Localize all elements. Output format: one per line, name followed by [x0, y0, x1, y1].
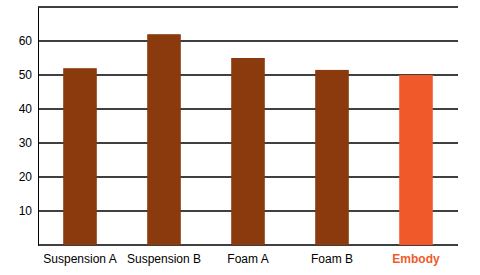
x-tick: Foam B: [311, 252, 353, 266]
x-tick-label: Foam A: [227, 252, 268, 266]
chart-container: 10 20 30 40 50 60 Suspension A Suspension B Foam…: [0, 0, 480, 275]
frame: [38, 7, 458, 245]
y-tick: 40: [19, 102, 38, 116]
x-tick: Foam A: [227, 252, 268, 266]
x-tick-label: Foam B: [311, 252, 353, 266]
bar: [399, 75, 433, 245]
x-axis: Suspension A Suspension B Foam A Foam B Embo…: [43, 252, 440, 266]
x-tick-label: Embody: [392, 252, 440, 266]
y-axis-line: [38, 8, 39, 246]
y-axis: 10 20 30 40 50 60: [19, 8, 39, 246]
x-tick-label: Suspension A: [43, 252, 116, 266]
bars: [63, 34, 433, 245]
y-tick-label: 50: [19, 68, 33, 82]
bar: [63, 68, 97, 245]
grid-line: [38, 40, 458, 41]
x-tick: Suspension B: [127, 252, 201, 266]
x-tick: Embody: [392, 252, 440, 266]
y-tick-label: 20: [19, 170, 33, 184]
y-tick: 50: [19, 68, 38, 82]
x-tick-label: Suspension B: [127, 252, 201, 266]
chart-svg: 10 20 30 40 50 60 Suspension A Suspension B Foam…: [0, 0, 480, 275]
frame-line: [38, 6, 458, 7]
bar: [231, 58, 265, 245]
y-tick: 60: [19, 34, 38, 48]
bar: [315, 70, 349, 245]
y-tick-label: 10: [19, 204, 33, 218]
y-tick-label: 40: [19, 102, 33, 116]
y-tick-label: 60: [19, 34, 33, 48]
y-tick: 20: [19, 170, 38, 184]
y-tick: 10: [19, 204, 38, 218]
x-tick: Suspension A: [43, 252, 116, 266]
y-tick: 30: [19, 136, 38, 150]
y-tick-label: 30: [19, 136, 33, 150]
bar: [147, 34, 181, 245]
